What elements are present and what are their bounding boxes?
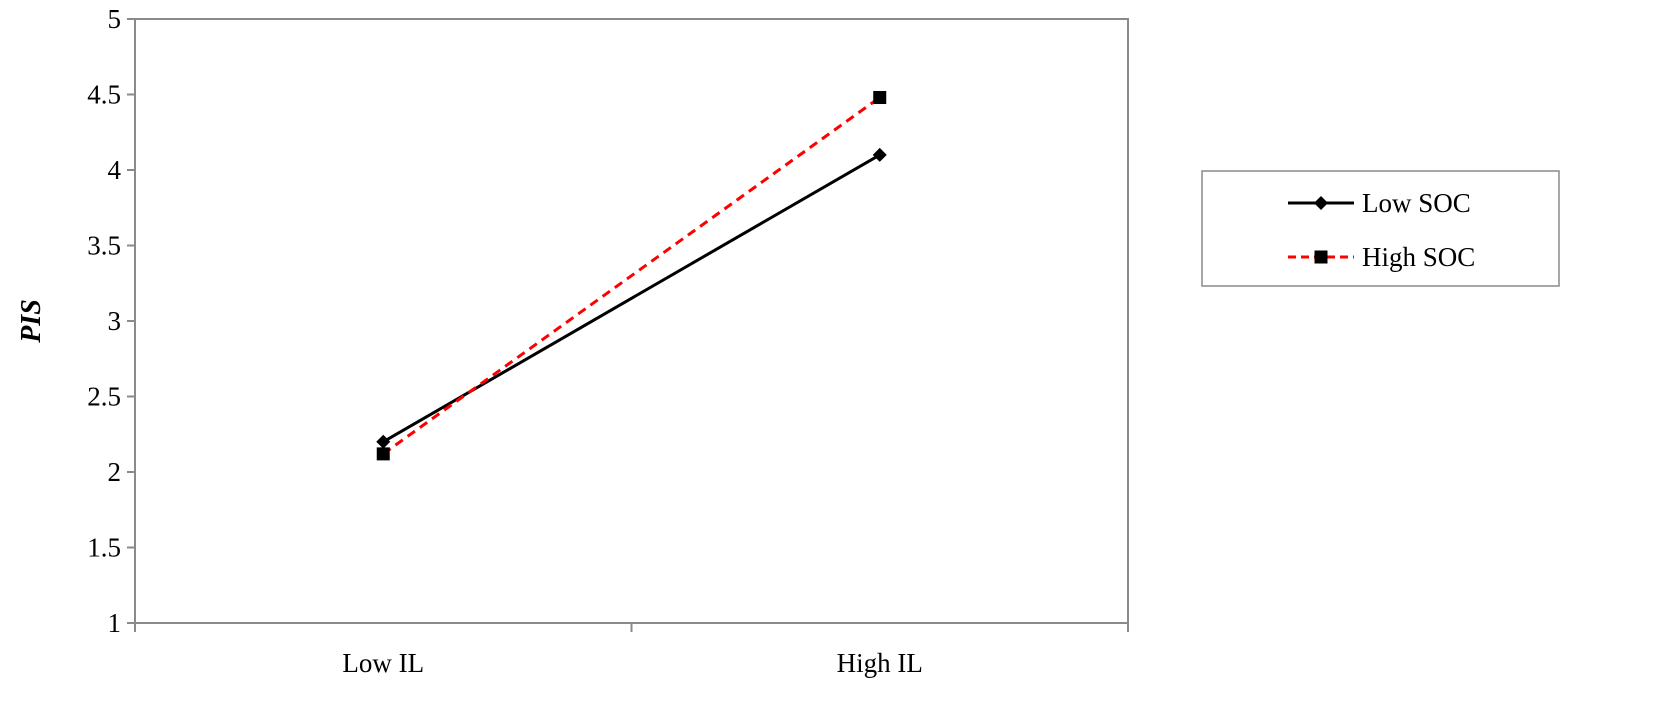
y-tick-label: 4.5	[87, 80, 121, 110]
y-tick-label: 4	[108, 155, 122, 185]
y-axis-title: PIS	[16, 299, 47, 344]
data-point	[376, 434, 391, 449]
legend: Low SOC High SOC	[1201, 170, 1560, 287]
x-tick-label: Low IL	[342, 648, 424, 678]
y-tick-label: 5	[108, 4, 122, 34]
y-tick-label: 1	[108, 608, 122, 638]
y-tick-label: 2	[108, 457, 122, 487]
legend-entry: Low SOC	[1288, 188, 1471, 218]
y-tick-label: 3.5	[87, 231, 121, 261]
y-tick-label: 3	[108, 306, 122, 336]
x-axis: Low IL High IL	[134, 623, 1129, 678]
data-point	[873, 91, 887, 105]
y-tick-label: 1.5	[87, 533, 121, 563]
legend-entry: High SOC	[1288, 242, 1475, 272]
y-axis: 1 1.5 2 2.5 3 3.5 4 4.5 5	[87, 4, 135, 638]
x-tick-label: High IL	[837, 648, 923, 678]
series-layer	[376, 91, 887, 461]
legend-box	[1201, 170, 1560, 287]
data-point	[872, 147, 887, 162]
y-tick-label: 2.5	[87, 382, 121, 412]
legend-marker	[1314, 196, 1328, 210]
series-line	[382, 96, 881, 456]
legend-label: High SOC	[1362, 242, 1475, 272]
legend-marker	[1314, 250, 1328, 264]
series-line	[382, 153, 881, 444]
data-point	[376, 447, 390, 461]
series-low-soc	[376, 147, 887, 449]
legend-label: Low SOC	[1362, 188, 1471, 218]
series-high-soc	[376, 91, 887, 461]
plot-area	[134, 18, 1129, 624]
